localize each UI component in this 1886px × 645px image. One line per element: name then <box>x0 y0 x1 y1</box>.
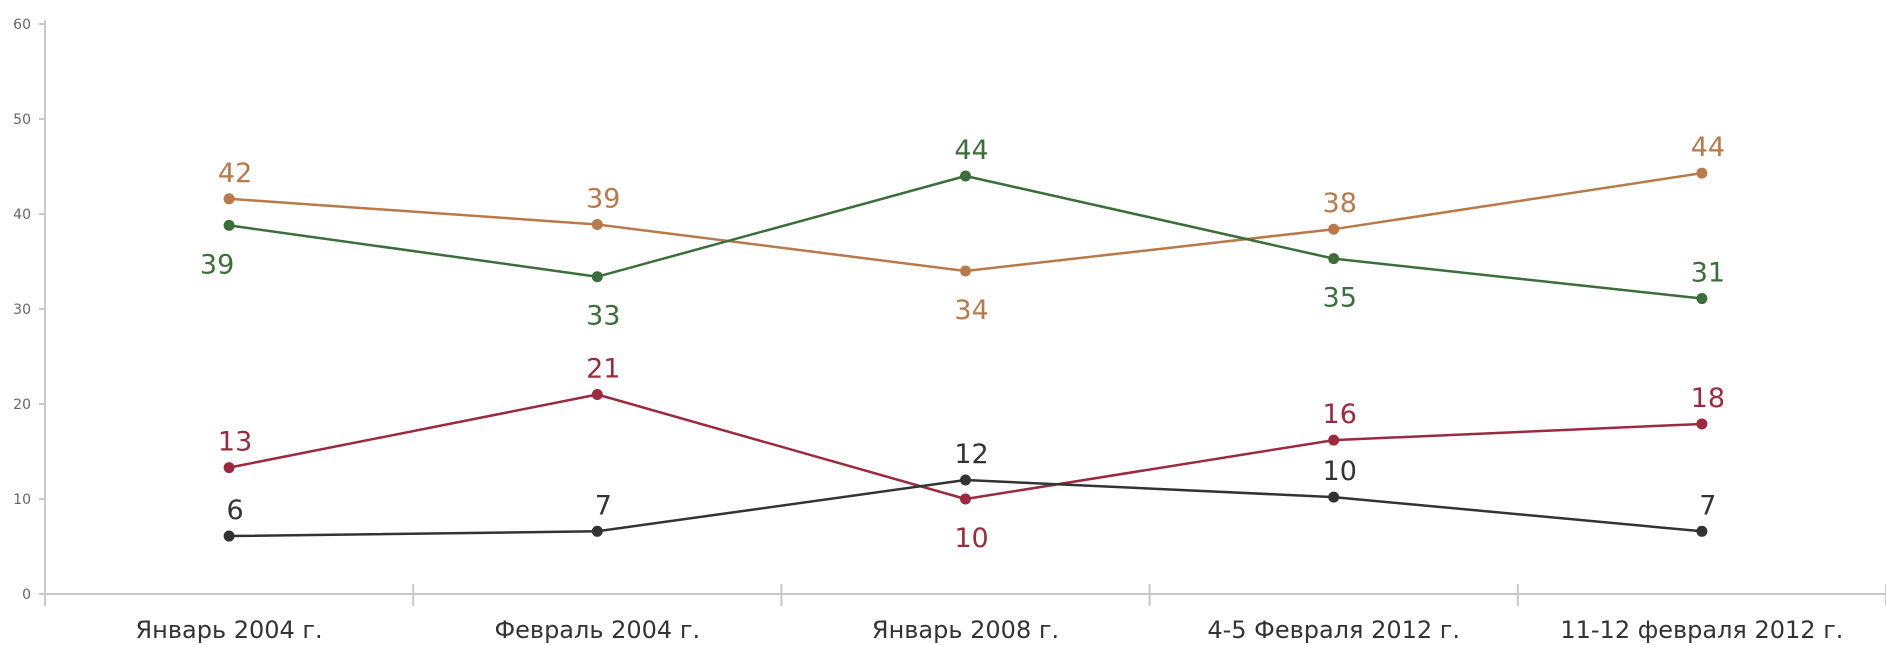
data-point <box>591 389 603 400</box>
data-point <box>1696 293 1708 305</box>
data-point <box>591 218 603 230</box>
chart-axes: 0 10 20 30 40 50 60 <box>13 17 1886 606</box>
y-tick-label: 40 <box>13 207 31 223</box>
data-point <box>960 170 971 182</box>
data-label: 44 <box>1691 132 1725 163</box>
data-label: 31 <box>1691 258 1725 289</box>
data-point <box>1328 434 1340 446</box>
data-label: 12 <box>954 439 988 470</box>
data-point <box>223 193 235 205</box>
data-label: 42 <box>218 158 252 189</box>
data-point <box>1696 525 1708 537</box>
data-labels: 42 39 34 38 44 39 33 44 35 31 13 21 10 16 18 6 7 12 10 7 <box>200 132 1725 554</box>
data-point <box>1328 253 1340 265</box>
data-point <box>591 525 603 537</box>
data-label: 13 <box>218 427 252 458</box>
data-label: 18 <box>1691 383 1725 414</box>
y-tick-label: 0 <box>22 587 31 603</box>
data-label: 35 <box>1323 283 1357 314</box>
data-label: 16 <box>1323 399 1357 430</box>
x-category-label: Январь 2004 г. <box>136 616 323 644</box>
data-label: 38 <box>1323 188 1357 219</box>
data-point <box>591 271 603 283</box>
data-point <box>1328 223 1340 235</box>
data-point <box>223 530 235 542</box>
data-label: 6 <box>227 495 244 526</box>
series-markers <box>223 167 1708 542</box>
x-category-label: Февраль 2004 г. <box>495 616 701 644</box>
y-tick-label: 50 <box>13 112 31 128</box>
series-line <box>228 174 1703 300</box>
y-tick-label: 30 <box>13 302 31 318</box>
data-label: 10 <box>1323 456 1357 487</box>
data-label: 39 <box>586 183 620 214</box>
x-category-label: 4-5 Февраля 2012 г. <box>1207 616 1460 644</box>
data-point <box>960 493 971 505</box>
data-point <box>960 265 971 277</box>
data-point <box>223 219 235 231</box>
data-point <box>960 474 971 486</box>
x-category-label: Январь 2008 г. <box>872 616 1059 644</box>
data-label: 10 <box>954 523 988 554</box>
data-label: 21 <box>586 354 620 385</box>
category-labels: Январь 2004 г. Февраль 2004 г. Январь 2008… <box>136 616 1844 644</box>
data-label: 7 <box>1699 490 1716 521</box>
data-label: 39 <box>200 249 234 280</box>
y-tick-label: 10 <box>13 492 31 508</box>
data-point <box>223 462 235 474</box>
y-tick-label: 20 <box>13 397 31 413</box>
data-point <box>1328 491 1340 503</box>
data-point <box>1696 167 1708 179</box>
data-label: 44 <box>954 135 988 166</box>
data-point <box>1696 418 1708 430</box>
data-label: 33 <box>586 301 620 332</box>
y-tick-label: 60 <box>13 17 31 33</box>
data-label: 34 <box>954 295 988 326</box>
x-category-label: 11-12 февраля 2012 г. <box>1560 616 1843 644</box>
data-label: 7 <box>595 490 612 521</box>
